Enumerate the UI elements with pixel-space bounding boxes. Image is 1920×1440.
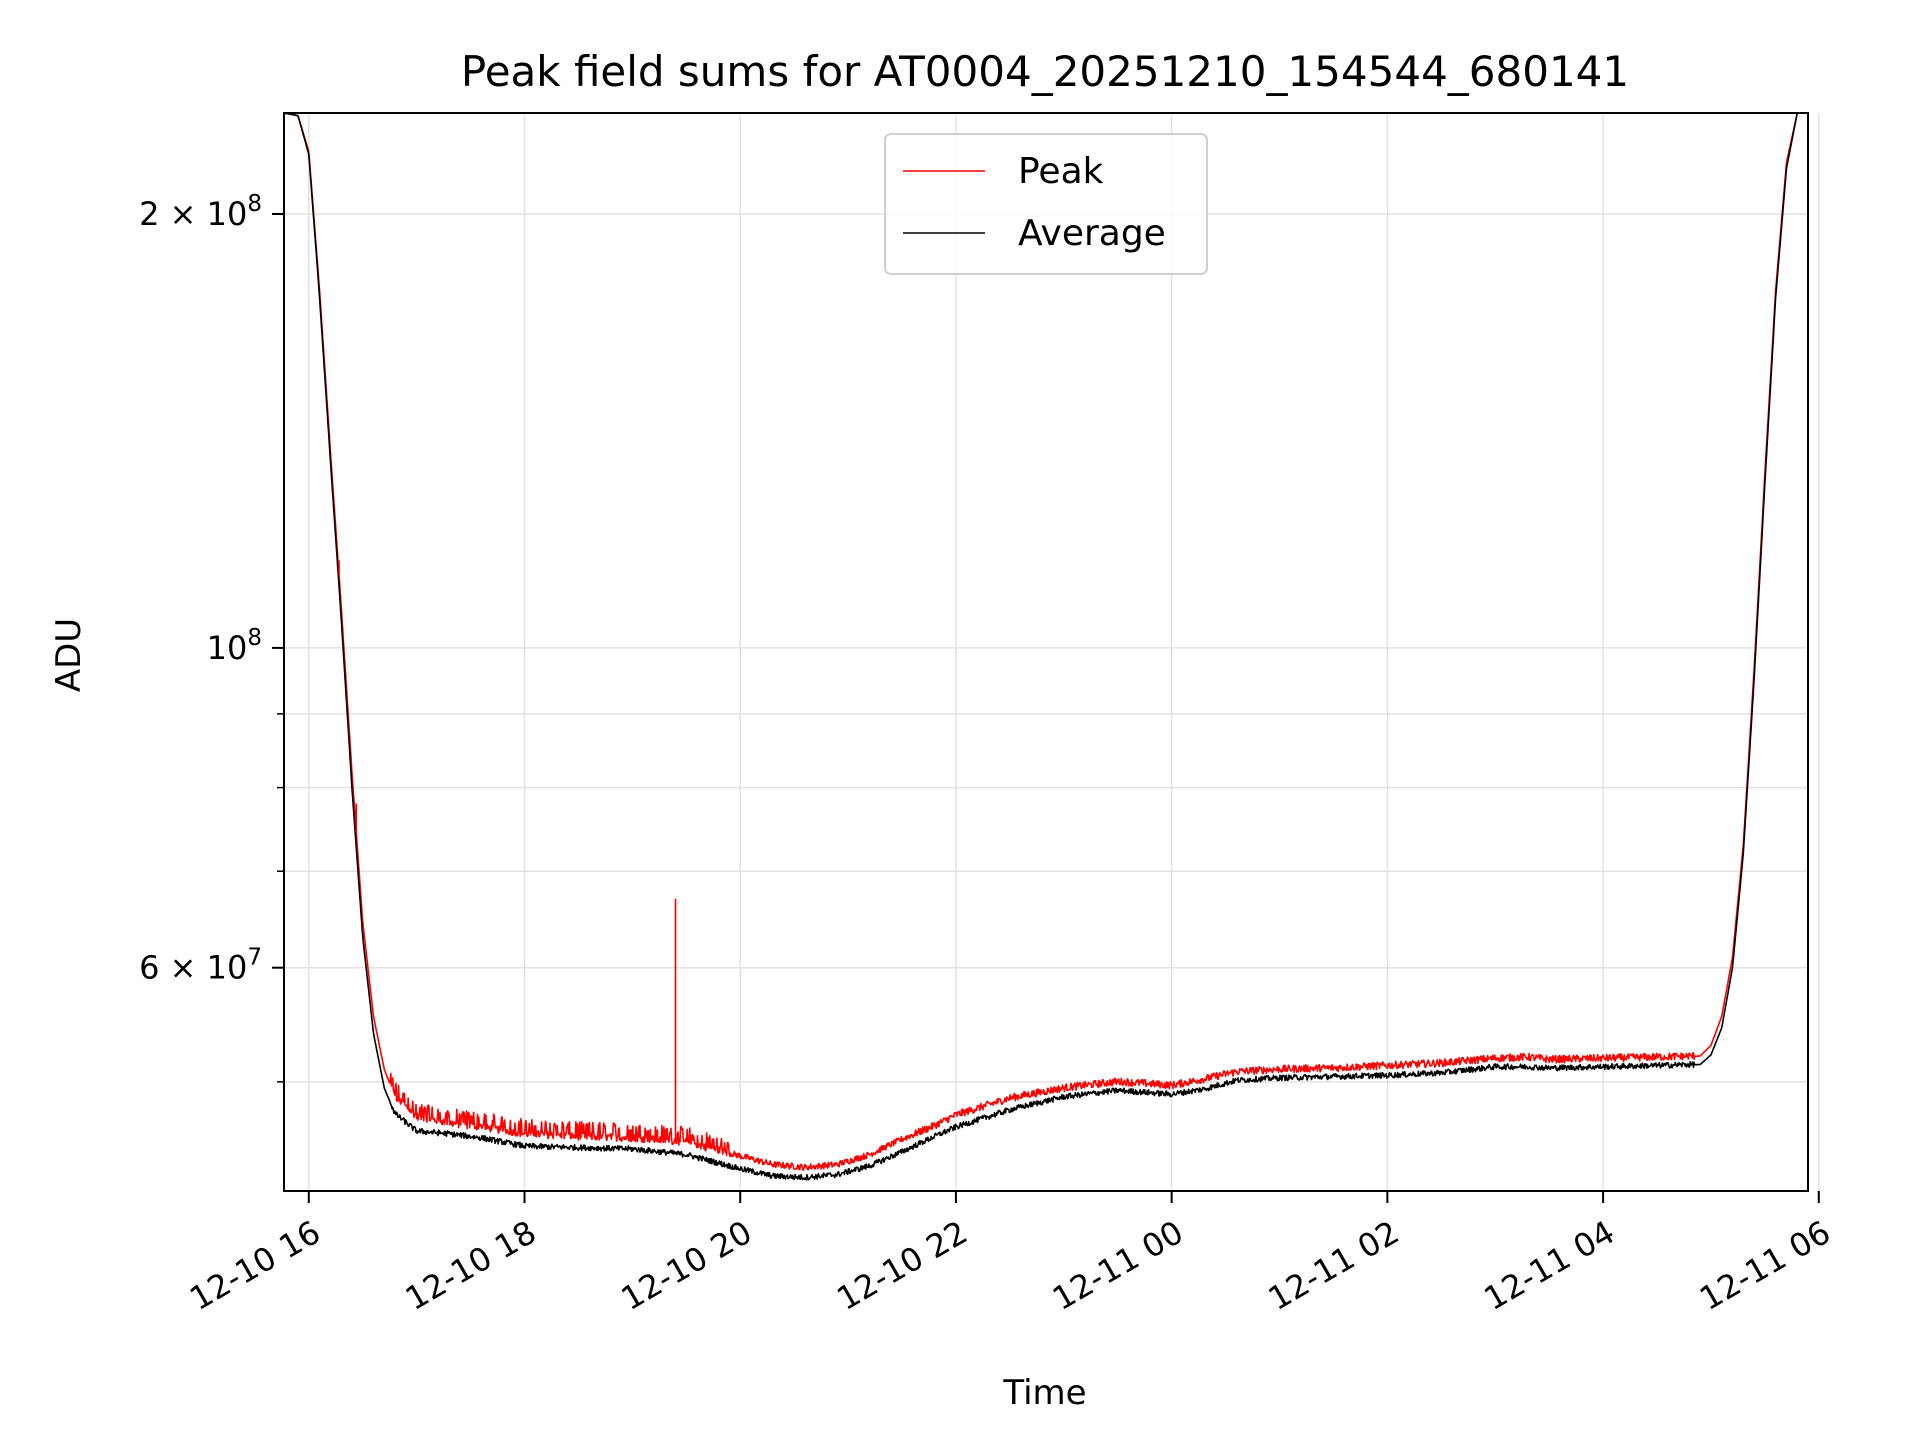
y-tick-label: 2 × 108 [139, 191, 262, 233]
peak-series-line [284, 113, 1808, 1171]
average-series-line [284, 113, 1808, 1181]
y-axis-ticks: 2 × 108 108 6 × 107 [139, 191, 284, 1083]
plot-frame [283, 112, 1809, 1192]
chart-title: Peak field sums for AT0004_20251210_1545… [461, 47, 1629, 96]
legend-box [884, 133, 1208, 275]
y-tick-label: 6 × 107 [139, 945, 262, 987]
x-axis-label: Time [1002, 1373, 1086, 1413]
y-tick-label: 108 [207, 625, 262, 667]
y-axis-label: ADU [49, 618, 89, 692]
grid [284, 113, 1820, 1191]
legend: Peak Average [884, 133, 1208, 275]
series-layer [284, 113, 1808, 1181]
legend-average-label: Average [1018, 213, 1166, 254]
legend-peak-label: Peak [1018, 151, 1104, 192]
